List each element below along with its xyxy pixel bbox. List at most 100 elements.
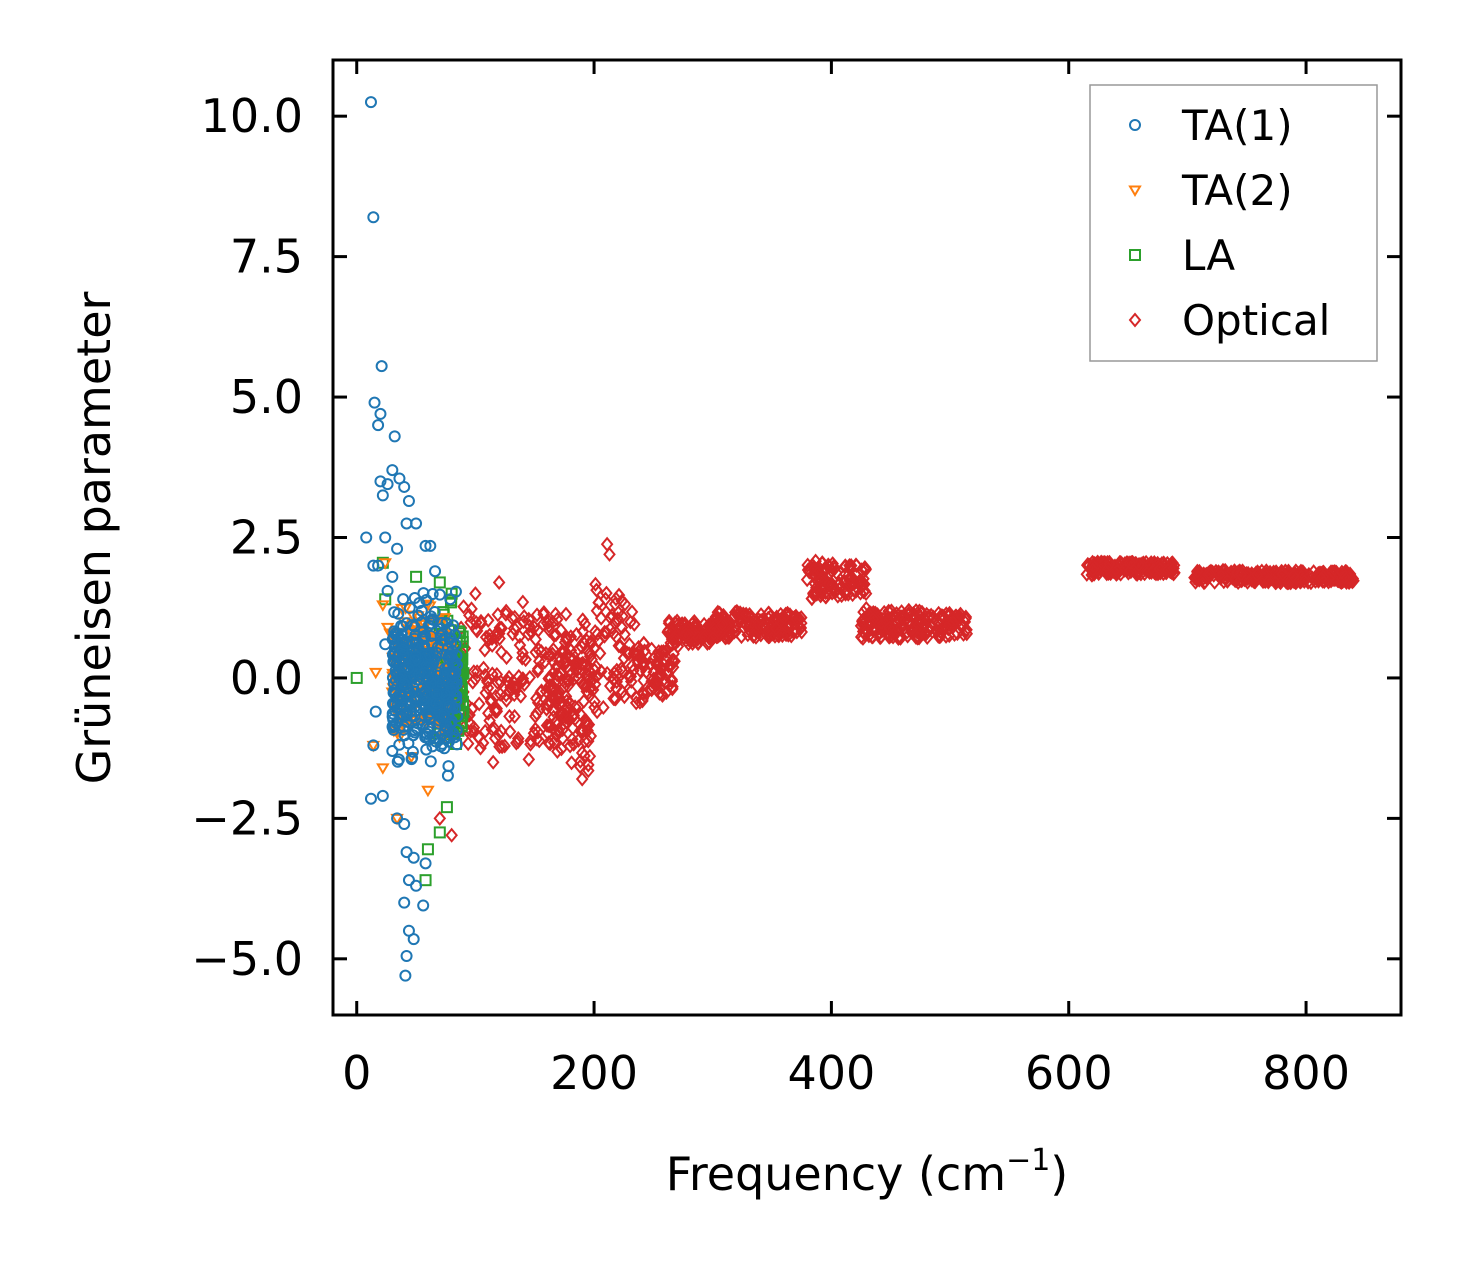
data-point — [1276, 566, 1290, 582]
data-point — [379, 531, 392, 544]
data-point — [560, 629, 574, 645]
data-point — [794, 620, 807, 637]
data-point — [589, 576, 602, 592]
data-point — [441, 769, 454, 782]
data-point — [1262, 574, 1275, 590]
data-point — [599, 604, 613, 620]
data-point — [493, 739, 506, 755]
data-point — [508, 708, 521, 725]
data-point — [805, 591, 819, 607]
data-point — [488, 730, 502, 746]
data-point — [1167, 560, 1180, 576]
data-point — [412, 609, 425, 622]
data-point — [522, 626, 535, 642]
data-point — [571, 641, 585, 657]
data-point — [828, 560, 842, 576]
data-point — [376, 489, 389, 502]
data-point — [522, 751, 536, 767]
data-point — [806, 585, 820, 601]
data-point — [629, 695, 643, 711]
data-point — [397, 593, 410, 606]
data-point — [1086, 558, 1100, 574]
data-point — [858, 583, 871, 599]
data-point — [436, 737, 449, 750]
data-point — [418, 666, 431, 679]
data-point — [388, 625, 401, 638]
data-point — [594, 663, 608, 679]
data-point — [844, 570, 857, 586]
data-point — [387, 713, 400, 726]
data-point — [456, 695, 469, 708]
data-point — [490, 703, 504, 719]
data-point — [484, 694, 498, 710]
data-point — [633, 694, 647, 710]
data-point — [419, 874, 432, 887]
data-point — [499, 603, 513, 619]
legend-label: TA(1) — [1181, 101, 1293, 150]
data-point — [590, 582, 603, 598]
legend-marker — [1129, 119, 1141, 131]
data-point — [775, 621, 789, 637]
data-point — [524, 733, 537, 749]
data-point — [561, 699, 574, 715]
data-point — [911, 630, 925, 646]
data-point — [584, 680, 598, 696]
data-point — [442, 760, 455, 773]
data-point — [957, 626, 970, 642]
data-point — [1153, 561, 1167, 577]
data-point — [794, 610, 808, 626]
data-point — [884, 624, 898, 640]
data-point — [445, 827, 458, 843]
data-point — [391, 542, 404, 555]
data-point — [549, 695, 563, 711]
data-point — [400, 846, 413, 859]
data-point — [489, 703, 502, 719]
data-point — [392, 753, 405, 766]
data-point — [898, 612, 912, 629]
data-point — [567, 736, 580, 752]
data-point — [658, 651, 671, 667]
data-point — [398, 480, 411, 493]
data-point — [1147, 562, 1160, 578]
data-marks — [350, 96, 1360, 982]
data-point — [413, 597, 426, 610]
data-point — [374, 407, 387, 420]
data-point — [747, 627, 760, 644]
data-point — [400, 950, 413, 963]
data-point — [636, 656, 650, 672]
data-point — [637, 635, 651, 651]
data-point — [364, 96, 377, 109]
data-point — [934, 608, 948, 624]
y-tick-label: 2.5 — [230, 511, 303, 565]
data-point — [1250, 567, 1264, 583]
data-point — [661, 666, 675, 682]
data-point — [498, 738, 511, 754]
data-point — [667, 652, 680, 668]
data-point — [603, 546, 616, 562]
data-point — [839, 586, 852, 602]
data-point — [400, 617, 413, 630]
data-point — [590, 704, 604, 720]
data-point — [405, 753, 418, 766]
data-point — [645, 682, 658, 698]
data-point — [600, 665, 614, 681]
data-point — [576, 612, 590, 628]
data-point — [533, 702, 546, 718]
data-point — [819, 589, 833, 605]
data-point — [398, 818, 411, 830]
data-point — [958, 610, 972, 626]
data-point — [482, 631, 496, 647]
data-point — [376, 763, 390, 775]
data-point — [360, 531, 373, 544]
data-point — [424, 755, 437, 768]
data-point — [811, 566, 824, 582]
data-point — [1161, 562, 1175, 578]
data-point — [478, 642, 492, 658]
data-point — [537, 606, 550, 622]
data-point — [366, 740, 381, 753]
data-point — [946, 614, 960, 631]
data-point — [368, 667, 383, 680]
data-point — [369, 705, 382, 718]
data-point — [386, 464, 399, 477]
data-point — [367, 559, 380, 572]
